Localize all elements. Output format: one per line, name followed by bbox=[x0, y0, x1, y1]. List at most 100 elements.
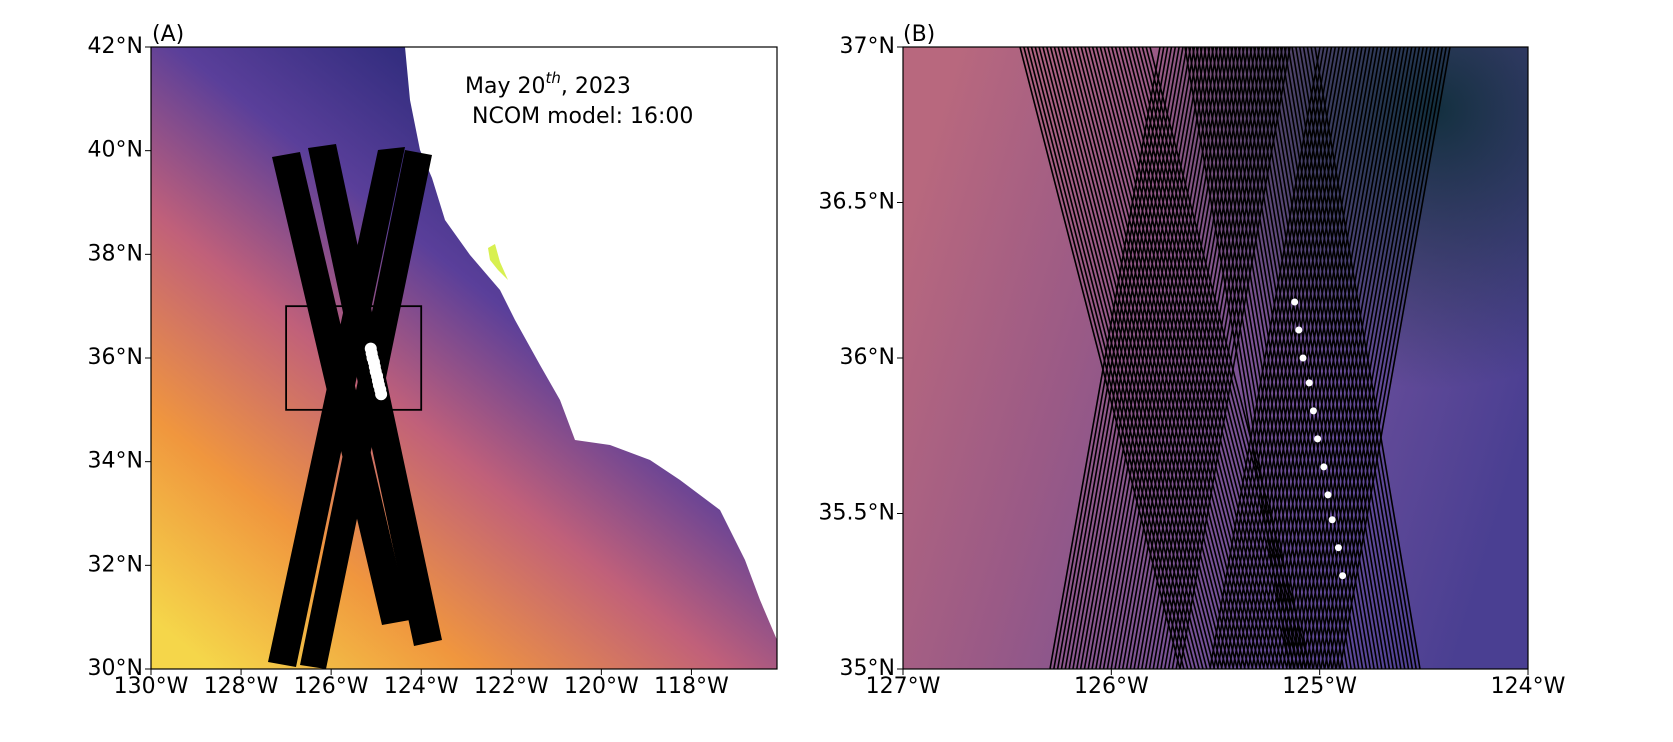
x-tick-label: 130°W bbox=[114, 674, 189, 699]
swath-line bbox=[1339, 47, 1451, 669]
y-tick-label: 32°N bbox=[88, 552, 143, 577]
swath-line bbox=[1038, 47, 1200, 669]
point bbox=[1291, 298, 1299, 306]
point bbox=[1314, 435, 1322, 443]
x-tick-label: 124°W bbox=[1491, 674, 1566, 699]
point bbox=[1320, 463, 1328, 471]
swath-line bbox=[1103, 47, 1265, 669]
swath-line bbox=[1019, 47, 1181, 669]
swath-line bbox=[1088, 47, 1250, 669]
swath-line bbox=[1072, 47, 1184, 669]
swath-line bbox=[1209, 47, 1321, 669]
swath-line bbox=[1232, 47, 1344, 669]
swath-line bbox=[1312, 47, 1425, 669]
y-tick-label: 35.5°N bbox=[819, 501, 895, 526]
y-tick-label: 36°N bbox=[840, 345, 895, 370]
point bbox=[375, 388, 388, 401]
panel-b-field bbox=[903, 47, 1528, 669]
swath-line bbox=[1042, 47, 1204, 669]
annotation-date-rest: , 2023 bbox=[561, 74, 631, 99]
point bbox=[1295, 326, 1303, 334]
x-tick-label: 128°W bbox=[204, 674, 279, 699]
y-tick-label: 35°N bbox=[840, 656, 895, 681]
swath-line bbox=[1060, 47, 1173, 669]
point bbox=[1324, 491, 1332, 499]
swath-line bbox=[1285, 47, 1398, 669]
swath-line bbox=[1068, 47, 1180, 669]
swath-line bbox=[1297, 47, 1409, 669]
swath-line bbox=[1056, 47, 1169, 669]
swath-line bbox=[1026, 47, 1189, 669]
swath-line bbox=[1072, 47, 1235, 669]
swath-line bbox=[1107, 47, 1269, 669]
annotation-model: NCOM model: 16:00 bbox=[472, 104, 693, 129]
swath-line bbox=[1095, 47, 1207, 669]
point bbox=[1339, 572, 1347, 580]
swath-line bbox=[1270, 47, 1382, 669]
swath-line bbox=[1335, 47, 1447, 669]
y-tick-label: 38°N bbox=[88, 241, 143, 266]
annotation-sup: th bbox=[545, 69, 560, 87]
swath-line bbox=[1091, 47, 1254, 669]
swath-line bbox=[1251, 47, 1363, 669]
x-tick-label: 125°W bbox=[1282, 674, 1357, 699]
swath-line bbox=[1203, 47, 1310, 669]
swath-line bbox=[1224, 47, 1337, 669]
annotation-date: May 20 bbox=[465, 74, 545, 99]
swath-line bbox=[1098, 47, 1211, 669]
swath-line bbox=[1274, 47, 1386, 669]
swath-line bbox=[1216, 47, 1329, 669]
swath-line bbox=[1080, 47, 1242, 669]
swath-line bbox=[1188, 47, 1295, 669]
swath-line bbox=[1327, 47, 1440, 669]
swath-line bbox=[1030, 47, 1193, 669]
swath-line bbox=[1293, 47, 1405, 669]
swath-line bbox=[1220, 47, 1333, 669]
swath-line bbox=[1102, 47, 1215, 669]
swath-line bbox=[1057, 47, 1220, 669]
swath-line bbox=[1278, 47, 1390, 669]
swath-line bbox=[1084, 47, 1246, 669]
point bbox=[1334, 544, 1342, 552]
swath-line bbox=[1087, 47, 1200, 669]
point bbox=[1305, 379, 1313, 387]
swath-line bbox=[1184, 47, 1291, 669]
swaths bbox=[268, 144, 442, 669]
swath-line bbox=[1064, 47, 1177, 669]
x-tick-label: 127°W bbox=[866, 674, 941, 699]
swath-line bbox=[1258, 47, 1371, 669]
swath bbox=[268, 147, 405, 667]
swath-line bbox=[1207, 47, 1314, 669]
swath-line bbox=[1053, 47, 1165, 669]
x-tick-label: 120°W bbox=[564, 674, 639, 699]
swath-line bbox=[1239, 47, 1352, 669]
lake bbox=[488, 244, 508, 280]
swath-line bbox=[1053, 47, 1216, 669]
x-tick-label: 126°W bbox=[294, 674, 369, 699]
y-tick-label: 30°N bbox=[88, 656, 143, 681]
panel-title: (A) bbox=[152, 22, 184, 47]
swath-line bbox=[1304, 47, 1417, 669]
swath-line bbox=[1076, 47, 1239, 669]
swath-line bbox=[1243, 47, 1356, 669]
swath-line bbox=[1300, 47, 1413, 669]
point bbox=[1299, 354, 1307, 362]
x-tick-label: 124°W bbox=[384, 674, 459, 699]
swath-line bbox=[1323, 47, 1436, 669]
swath-line bbox=[1199, 47, 1307, 669]
swath-line bbox=[1228, 47, 1340, 669]
swath-lines bbox=[1019, 47, 1451, 669]
annotation: May 20th, 2023 bbox=[465, 69, 631, 100]
swath-line bbox=[1091, 47, 1203, 669]
swath-line bbox=[1289, 47, 1402, 669]
swath-line bbox=[1049, 47, 1212, 669]
swath-line bbox=[1023, 47, 1185, 669]
inset-box bbox=[285, 305, 423, 411]
swath-line bbox=[1235, 47, 1348, 669]
x-tick-label: 126°W bbox=[1074, 674, 1149, 699]
swath-line bbox=[1316, 47, 1428, 669]
swath-line bbox=[1083, 47, 1196, 669]
y-tick-label: 36.5°N bbox=[819, 190, 895, 215]
x-tick-label: 118°W bbox=[654, 674, 729, 699]
swath-line bbox=[1213, 47, 1325, 669]
